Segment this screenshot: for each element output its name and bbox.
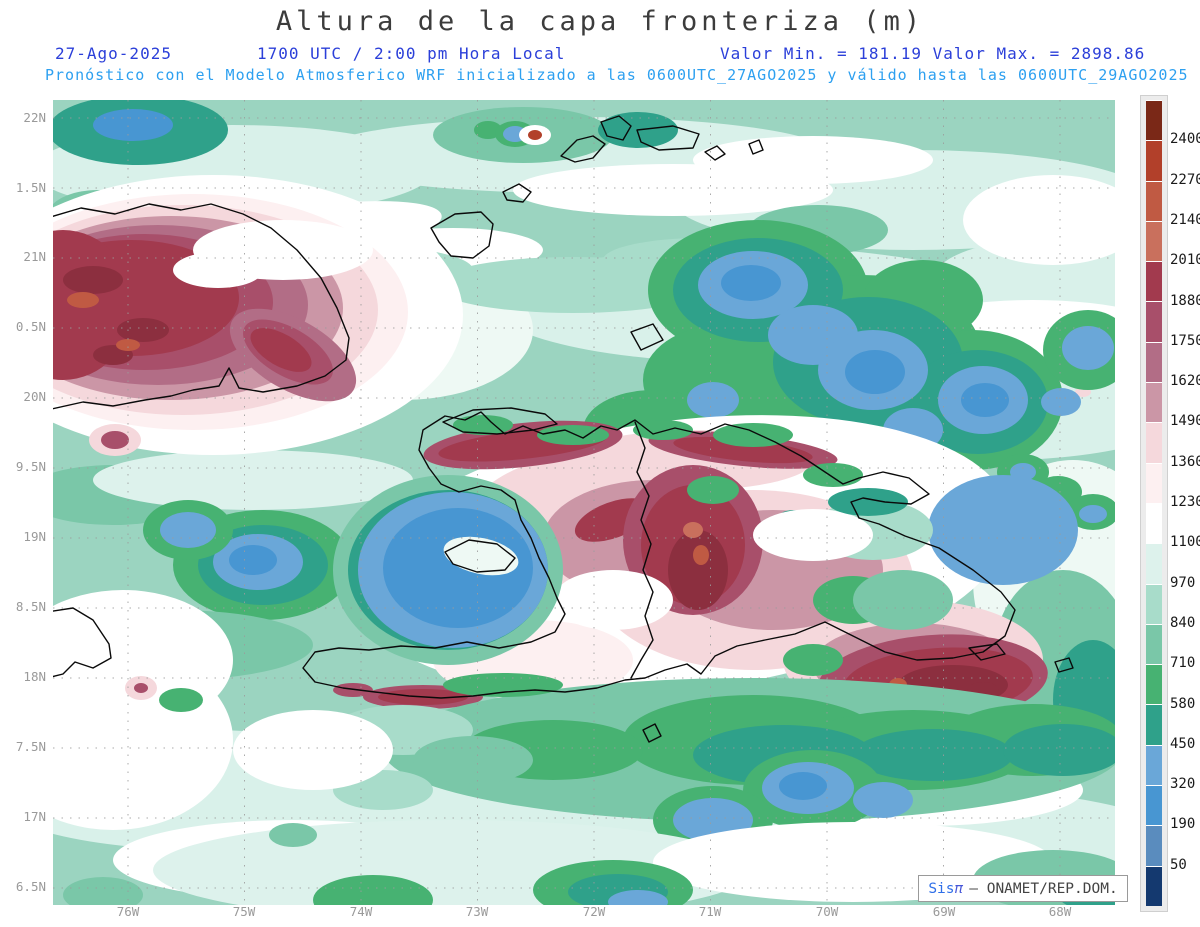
gonave-island-coastline	[444, 539, 516, 573]
colorbar-segment	[1146, 664, 1162, 705]
lon-tick-label: 72W	[582, 904, 606, 919]
lat-tick-label: 20N	[23, 389, 46, 404]
lat-tick-label: 17N	[23, 809, 46, 824]
colorbar-tick-value: 50	[1170, 856, 1187, 873]
colorbar-segment	[1146, 502, 1162, 544]
cuba-coastline	[53, 203, 350, 410]
mona-island-coastline	[1054, 657, 1074, 673]
lon-tick-label: 69W	[932, 904, 956, 919]
lon-tick-label: 70W	[815, 904, 839, 919]
colorbar-tick-value: 1880	[1170, 292, 1200, 309]
colorbar-segment	[1146, 462, 1162, 503]
colorbar-segment	[1146, 220, 1162, 262]
graticule-grid	[53, 100, 1115, 905]
pi-symbol: π	[954, 880, 964, 897]
cuba-red-field	[53, 175, 463, 456]
colorbar-tick-value: 320	[1170, 776, 1196, 793]
east-caicos-coastline	[636, 125, 700, 151]
gonave-gulf-blues	[333, 475, 563, 665]
colorbar-tick-value: 190	[1170, 816, 1196, 833]
lon-tick-label: 71W	[698, 904, 722, 919]
lat-tick-label: 19N	[23, 529, 46, 544]
small-boundary-diamond	[630, 323, 664, 351]
lat-tick-label: 1.5N	[15, 180, 46, 195]
south-caicos-coastline	[704, 145, 726, 161]
colorbar-segment	[1146, 100, 1162, 141]
colorbar-tick-value: 450	[1170, 735, 1196, 752]
great-inagua-coastline	[430, 211, 494, 259]
lon-tick-label: 76W	[116, 904, 140, 919]
colorbar-tick-value: 1620	[1170, 373, 1200, 390]
colorbar-segment	[1146, 180, 1162, 221]
colorbar-tick-value: 2010	[1170, 252, 1200, 269]
min-max-values: Valor Min. = 181.19 Valor Max. = 2898.86	[720, 44, 1146, 63]
colorbar	[1146, 100, 1162, 906]
colorbar-tick-value: 840	[1170, 614, 1196, 631]
beata-island-coastline	[642, 723, 662, 743]
colorbar-segment	[1146, 744, 1162, 786]
lat-tick-label: 21N	[23, 249, 46, 264]
caicos-islands-coastline	[560, 135, 606, 163]
colorbar-segment	[1146, 140, 1162, 181]
jamaica-field	[53, 590, 233, 730]
saona-island-coastline	[968, 643, 1006, 661]
colorbar-segment	[1146, 543, 1162, 584]
colorbar-tick-value: 1100	[1170, 534, 1200, 551]
colorbar-segment	[1146, 301, 1162, 342]
lat-tick-label: 0.5N	[15, 319, 46, 334]
colorbar-segment	[1146, 341, 1162, 383]
grand-turk-coastline	[748, 139, 764, 155]
colorbar-segment	[1146, 623, 1162, 665]
north-caicos-coastline	[600, 115, 632, 141]
colorbar-tick-value: 1490	[1170, 413, 1200, 430]
valid-date: 27-Ago-2025	[55, 44, 172, 63]
lat-tick-label: 7.5N	[15, 739, 46, 754]
page-title: Altura de la capa fronteriza (m)	[275, 6, 925, 37]
lat-tick-label: 9.5N	[15, 459, 46, 474]
colorbar-tick-value: 970	[1170, 574, 1196, 591]
colorbar-tick-value: 1360	[1170, 453, 1200, 470]
tortuga-coastline	[442, 407, 558, 435]
sispi-brand-label: Sis	[928, 880, 955, 897]
colorbar-segment	[1146, 583, 1162, 624]
colorbar-tick-value: 2140	[1170, 211, 1200, 228]
colorbar-tick-value: 2270	[1170, 171, 1200, 188]
jamaica-coastline	[53, 607, 112, 678]
valid-time: 1700 UTC / 2:00 pm Hora Local	[257, 44, 566, 63]
colorbar-segment	[1146, 261, 1162, 302]
colorbar-tick-value: 710	[1170, 655, 1196, 672]
lon-tick-label: 74W	[349, 904, 373, 919]
lat-tick-label: 6.5N	[15, 879, 46, 894]
onamet-label: – ONAMET/REP.DOM.	[969, 880, 1118, 897]
colorbar-segment	[1146, 825, 1162, 866]
colorbar-tick-value: 1230	[1170, 494, 1200, 510]
branding-watermark: Sis π – ONAMET/REP.DOM.	[918, 875, 1128, 902]
haiti-dr-border	[630, 421, 654, 679]
colorbar-segment	[1146, 422, 1162, 463]
forecast-description: Pronóstico con el Modelo Atmosferico WRF…	[45, 66, 1189, 84]
lon-tick-label: 75W	[232, 904, 256, 919]
colorbar-tick-value: 580	[1170, 695, 1196, 712]
colorbar-segment	[1146, 382, 1162, 423]
lat-tick-label: 8.5N	[15, 599, 46, 614]
lat-tick-label: 18N	[23, 669, 46, 684]
hispaniola-coastline	[302, 411, 1016, 699]
coastlines	[53, 115, 1074, 743]
boundary-layer-height-map	[53, 100, 1115, 905]
lon-tick-label: 73W	[465, 904, 489, 919]
lat-tick-label: 22N	[23, 110, 46, 125]
colorbar-segment	[1146, 865, 1162, 906]
lon-tick-label: 68W	[1048, 904, 1072, 919]
little-inagua-coastline	[502, 183, 532, 203]
colorbar-tick-value: 2400	[1170, 131, 1200, 148]
colorbar-tick-value: 1750	[1170, 332, 1200, 349]
colorbar-segment	[1146, 785, 1162, 826]
colorbar-segment	[1146, 704, 1162, 745]
